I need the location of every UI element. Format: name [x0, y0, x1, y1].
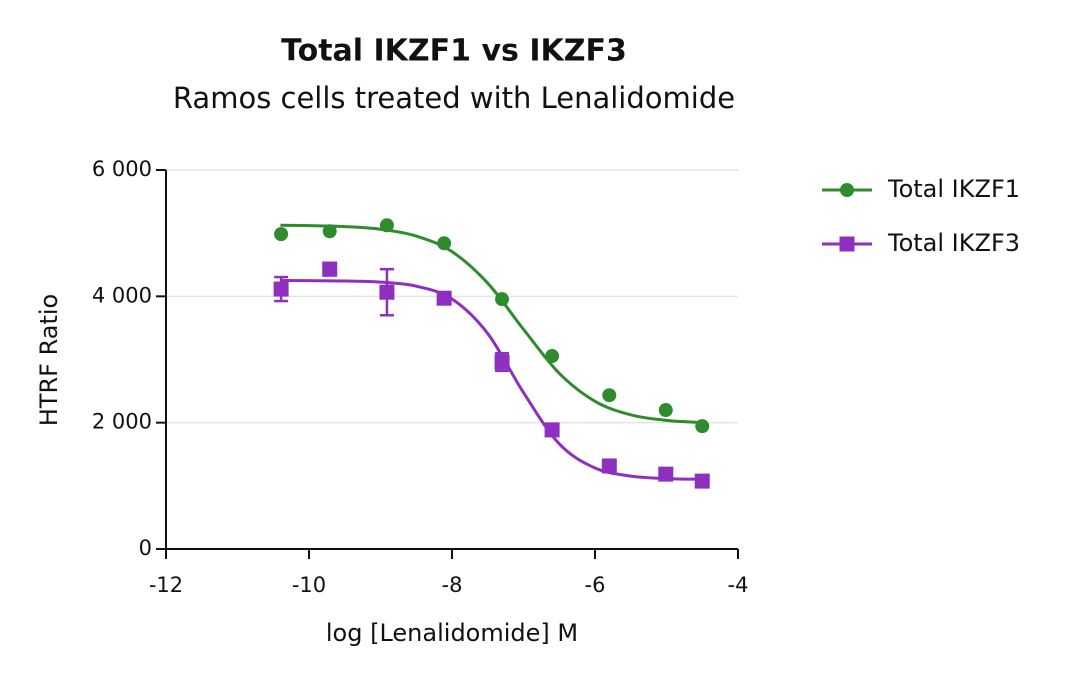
data-point [379, 218, 394, 233]
chart-subtitle: Ramos cells treated with Lenalidomide [173, 81, 735, 115]
x-tick-label: -10 [292, 573, 326, 597]
data-point [658, 466, 674, 482]
legend-label: Total IKZF3 [887, 229, 1020, 257]
data-point [437, 236, 452, 251]
data-point [695, 419, 710, 434]
x-tick-label: -6 [585, 573, 606, 597]
data-point [274, 227, 289, 242]
y-axis-label: HTRF Ratio [35, 294, 63, 426]
data-point [544, 422, 560, 438]
fit-curve [280, 223, 703, 425]
y-tick-label: 4 000 [92, 283, 152, 307]
chart-title: Total IKZF1 vs IKZF3 [281, 34, 627, 69]
data-point [322, 224, 337, 239]
fit-curve [280, 279, 703, 481]
data-point [694, 473, 710, 489]
data-point [322, 261, 338, 277]
legend-marker [839, 236, 855, 252]
data-point [602, 388, 617, 403]
y-tick-label: 6 000 [92, 157, 152, 181]
legend-marker [840, 183, 854, 197]
data-point [494, 354, 510, 370]
data-point [273, 281, 289, 297]
y-tick-label: 0 [139, 536, 152, 560]
data-point [601, 458, 617, 474]
x-tick-label: -4 [728, 573, 749, 597]
x-tick-label: -8 [442, 573, 463, 597]
x-tick-label: -12 [149, 573, 183, 597]
data-point [495, 292, 510, 307]
legend-label: Total IKZF1 [887, 175, 1020, 203]
x-axis-label: log [Lenalidomide] M [326, 619, 578, 647]
data-point [658, 403, 673, 418]
data-point [545, 349, 560, 364]
data-point [436, 290, 452, 306]
data-point [379, 284, 395, 300]
y-tick-label: 2 000 [92, 410, 152, 434]
